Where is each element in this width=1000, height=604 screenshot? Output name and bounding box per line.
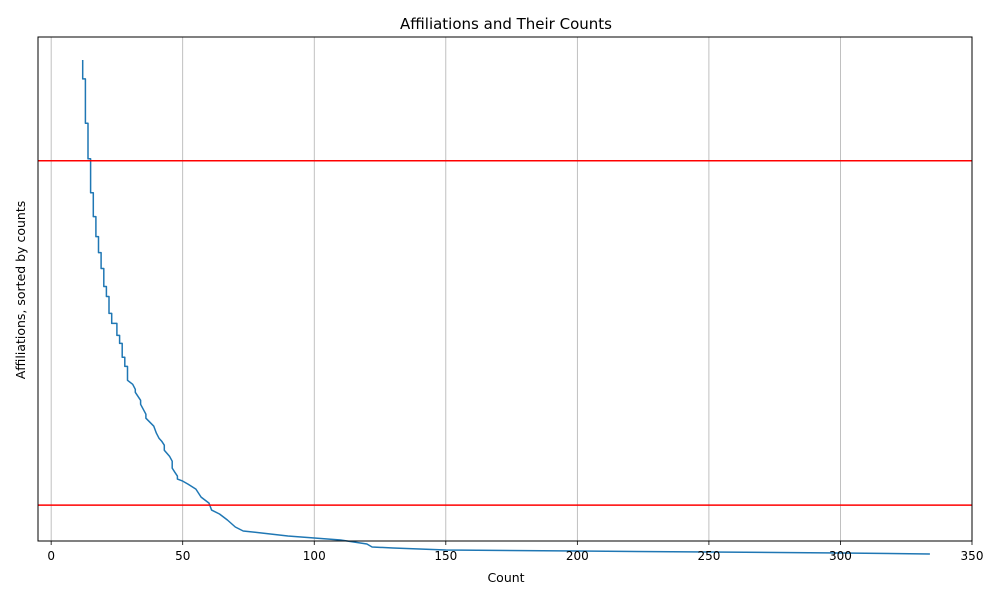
- x-tick-label: 150: [434, 549, 457, 563]
- x-tick-label: 0: [47, 549, 55, 563]
- chart-title: Affiliations and Their Counts: [400, 15, 612, 33]
- x-tick-label: 250: [697, 549, 720, 563]
- series-line: [81, 60, 930, 555]
- x-tick-label: 50: [175, 549, 190, 563]
- x-axis-label: Count: [487, 570, 524, 585]
- grid-lines: [50, 37, 973, 541]
- x-tick-label: 300: [829, 549, 852, 563]
- x-tick-label: 200: [566, 549, 589, 563]
- reference-lines: [38, 159, 972, 506]
- y-axis-label: Affiliations, sorted by counts: [13, 201, 28, 380]
- plot-area-frame: [37, 36, 973, 542]
- x-tick-label: 350: [961, 549, 984, 563]
- x-tick-label: 100: [303, 549, 326, 563]
- data-series: [81, 60, 930, 555]
- x-axis-ticks: 0 50 100 150 200 250 300 350: [47, 541, 983, 563]
